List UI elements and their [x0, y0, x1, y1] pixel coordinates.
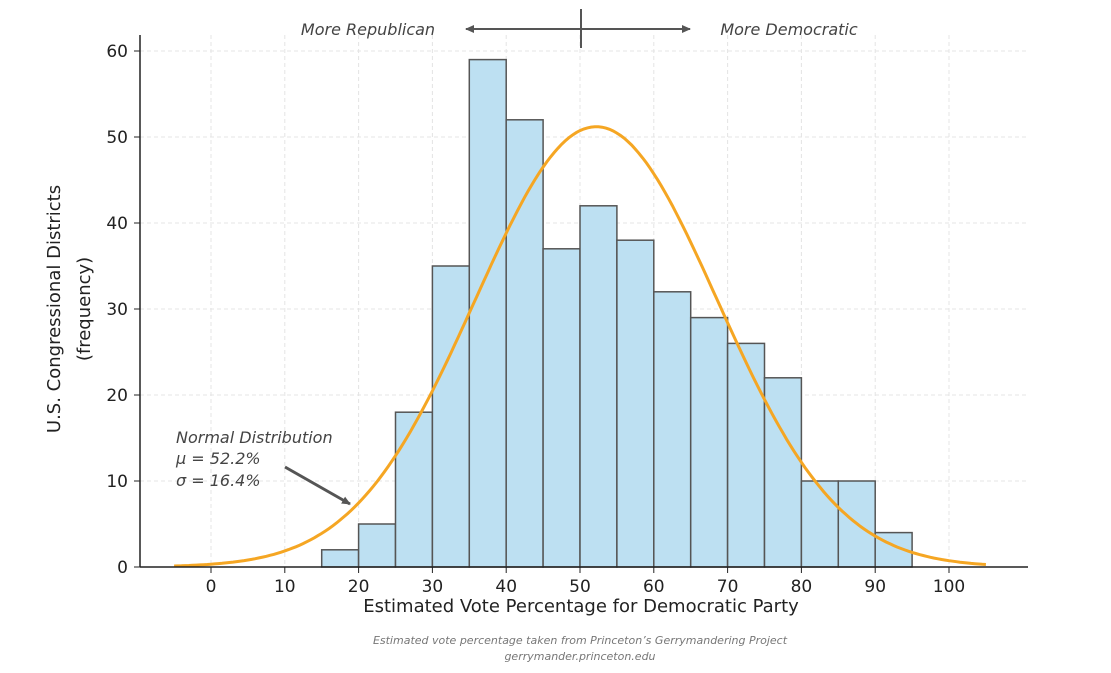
bars: [320, 58, 913, 568]
x-tick-label: 70: [717, 577, 739, 597]
x-tick-label: 50: [569, 577, 591, 597]
y-tick-label: 30: [106, 300, 128, 320]
y-tick-label: 60: [106, 42, 128, 62]
histogram-bar: [579, 205, 618, 568]
y-axis-label-line1: U.S. Congressional Districts: [44, 185, 65, 433]
histogram-bar: [320, 549, 360, 568]
x-tick-label: 60: [643, 577, 665, 597]
histogram-bar: [653, 291, 692, 568]
direction-right-label: More Democratic: [720, 20, 858, 39]
y-axis-label-line2: (frequency): [74, 257, 95, 361]
axes: [139, 35, 1028, 568]
direction-left-label: More Republican: [301, 20, 435, 39]
normal-curve: [174, 125, 986, 568]
x-axis-label: Estimated Vote Percentage for Democratic…: [363, 596, 799, 617]
y-tick-label: 10: [106, 472, 128, 492]
curve-label-arrow: [284, 465, 351, 506]
histogram-bar: [616, 239, 655, 568]
y-tick-label: 0: [117, 558, 128, 578]
histogram-bar: [689, 316, 729, 568]
footnote-line2: gerrymander.princeton.edu: [504, 650, 655, 663]
x-tick-label: 30: [422, 577, 444, 597]
x-tick-label: 90: [864, 577, 886, 597]
y-tick-label: 40: [106, 214, 128, 234]
histogram-bar: [468, 58, 507, 568]
histogram-bar: [726, 342, 766, 568]
histogram-bar: [357, 523, 397, 568]
x-tick-label: 40: [495, 577, 517, 597]
tick-labels: 0 10 20 30 40 50 60 70 80 90 100 0 10 20 30 40 50 60: [106, 42, 965, 597]
x-tick-label: 20: [348, 577, 370, 597]
footnote-line1: Estimated vote percentage taken from Pri…: [373, 634, 788, 647]
x-tick-label: 80: [791, 577, 813, 597]
x-tick-label: 0: [206, 577, 217, 597]
y-tick-label: 20: [106, 386, 128, 406]
histogram-bar: [394, 411, 434, 568]
y-tick-label: 50: [106, 128, 128, 148]
histogram-bar: [800, 480, 840, 568]
curve-label-mean: μ = 52.2%: [175, 449, 261, 468]
x-tick-label: 10: [274, 577, 296, 597]
histogram-bar: [542, 248, 581, 568]
histogram-bar: [505, 119, 544, 568]
histogram-bar: [431, 265, 471, 568]
curve-label-title: Normal Distribution: [176, 428, 333, 447]
x-tick-label: 100: [933, 577, 965, 597]
curve-label-std: σ = 16.4%: [176, 471, 261, 490]
histogram-bar: [763, 377, 803, 568]
